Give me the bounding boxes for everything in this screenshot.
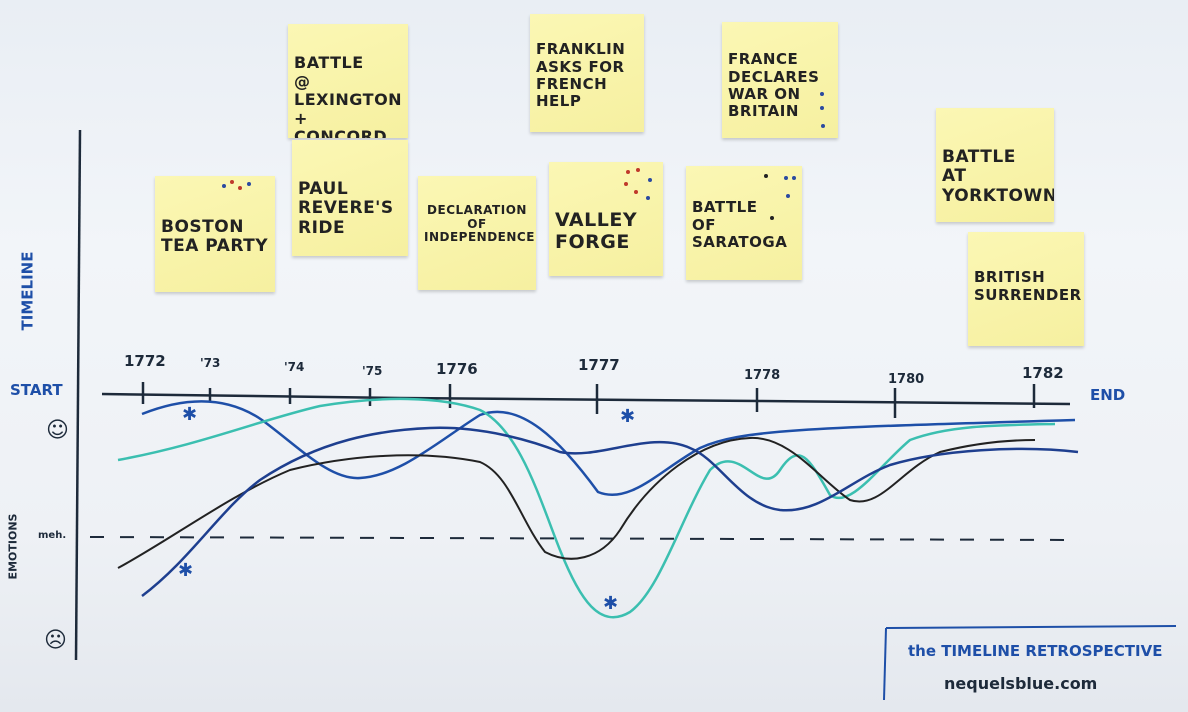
sticky-saratoga: BATTLE OF SARATOGA — [686, 166, 802, 280]
emotion-curve-blue-2 — [141, 426, 1079, 597]
star-icon: ✱ — [182, 404, 198, 425]
meh-label: meh. — [38, 530, 67, 541]
vote-dots-france — [818, 92, 830, 132]
emotion-curve-black — [117, 436, 1036, 569]
year-label: 1776 — [436, 360, 478, 378]
year-label: 1772 — [124, 352, 166, 370]
signature-frame — [885, 625, 1177, 629]
sticky-text: BATTLE OF SARATOGA — [692, 198, 788, 251]
timeline-axis — [101, 392, 1071, 406]
star-icon: ✱ — [620, 406, 636, 427]
year-label: 1777 — [578, 356, 620, 374]
sticky-paul-revere: PAUL REVERE'S RIDE — [292, 140, 408, 256]
sticky-text: FRANCE DECLARES WAR ON BRITAIN — [728, 50, 820, 120]
sticky-british-surrender: BRITISH SURRENDER — [968, 232, 1084, 346]
timeline-ticks — [141, 382, 1036, 418]
year-label: '73 — [200, 356, 221, 370]
signature-url: nequelsblue.com — [944, 674, 1098, 693]
emotions-label: EMOTIONS — [6, 513, 20, 580]
vertical-axis — [74, 129, 82, 661]
timeline-label: TIMELINE — [18, 251, 37, 331]
emotion-curve-teal — [117, 397, 1056, 619]
sticky-text: BOSTON TEA PARTY — [161, 216, 269, 257]
meh-baseline — [89, 536, 1081, 541]
sticky-franklin: FRANKLIN ASKS FOR FRENCH HELP — [530, 14, 644, 132]
year-label: '75 — [362, 364, 383, 378]
sticky-france-declares: FRANCE DECLARES WAR ON BRITAIN — [722, 22, 838, 138]
start-label: START — [10, 381, 63, 399]
sticky-text: VALLEY FORGE — [555, 208, 638, 253]
sticky-yorktown: BATTLE AT YORKTOWN — [936, 108, 1054, 222]
vote-dots-saratoga — [760, 172, 800, 222]
sticky-text: FRANKLIN ASKS FOR FRENCH HELP — [536, 40, 626, 110]
sad-face-icon: ☹ — [44, 628, 67, 653]
emotion-curve-blue-1 — [141, 400, 1076, 497]
sticky-text: BATTLE AT YORKTOWN — [942, 146, 1054, 206]
vote-dots-boston — [220, 180, 260, 192]
signature-title: the TIMELINE RETROSPECTIVE — [908, 642, 1163, 660]
year-label: 1780 — [888, 372, 925, 387]
year-label: 1778 — [744, 368, 781, 383]
star-icon: ✱ — [603, 593, 619, 614]
sticky-valley-forge: VALLEY FORGE — [549, 162, 663, 276]
sticky-declaration: DECLARATION OF INDEPENDENCE — [418, 176, 536, 290]
sticky-text: DECLARATION OF INDEPENDENCE — [424, 202, 535, 245]
sticky-text: BATTLE @ LEXINGTON + CONCORD — [294, 53, 403, 138]
vote-dots-valley — [622, 168, 662, 208]
sticky-text: PAUL REVERE'S RIDE — [298, 178, 394, 238]
happy-face-icon: ☺ — [46, 418, 69, 443]
year-label: 1782 — [1022, 364, 1064, 382]
end-label: END — [1090, 386, 1126, 404]
sticky-text: BRITISH SURRENDER — [974, 268, 1082, 304]
star-icon: ✱ — [178, 560, 194, 581]
signature-frame-left — [883, 627, 887, 701]
sticky-lexington-concord: BATTLE @ LEXINGTON + CONCORD — [288, 24, 408, 138]
year-label: '74 — [284, 360, 305, 374]
sticky-boston-tea-party: BOSTON TEA PARTY — [155, 176, 275, 292]
